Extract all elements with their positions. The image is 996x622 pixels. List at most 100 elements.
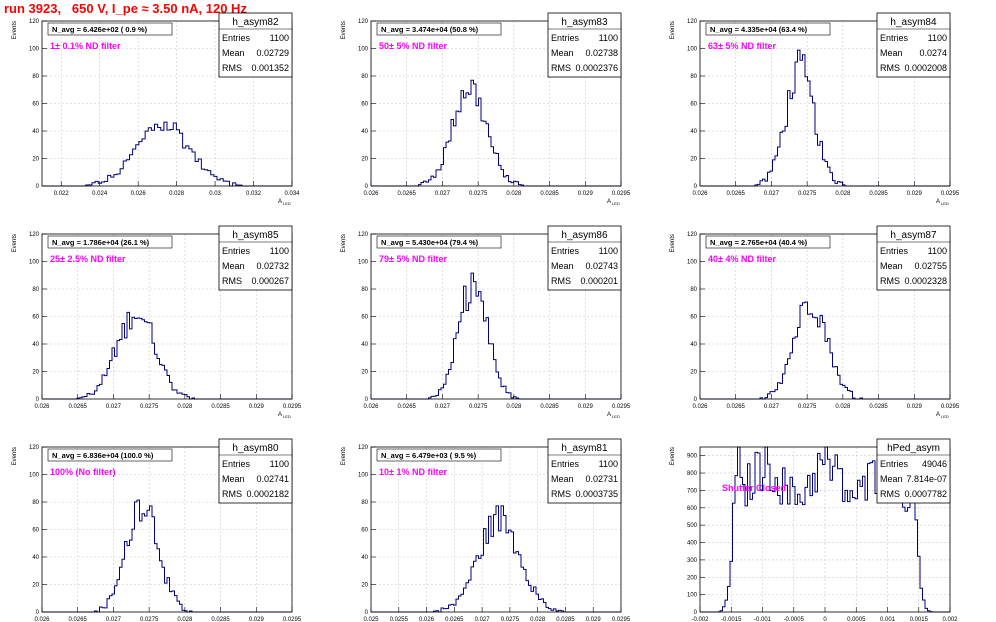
x-tick-label: 0.022 (54, 191, 70, 197)
y-tick-label: 100 (29, 473, 40, 479)
x-tick-label: 0.0265 (69, 404, 88, 410)
y-tick-label: 60 (361, 528, 368, 534)
y-tick-label: 60 (32, 528, 39, 534)
stats-key-mean: Mean (880, 48, 903, 58)
x-tick-label: 0.029 (586, 617, 602, 622)
hist-name: h_asym81 (561, 443, 608, 454)
stats-value-entries: 1100 (599, 246, 618, 256)
y-tick-label: 120 (687, 19, 698, 25)
x-tick-label: 0.026 (363, 191, 379, 197)
y-tick-label: 800 (687, 471, 698, 477)
x-axis-label-sub: LED (612, 414, 620, 419)
navg-label: N_avg = 6.836e+04 (100.0 %) (52, 451, 154, 460)
y-tick-label: 0 (365, 610, 369, 616)
x-tick-label: 0.027 (764, 404, 780, 410)
x-axis-label-sub: LED (941, 414, 949, 419)
x-tick-label: -0.002 (691, 617, 709, 622)
hist-name: h_asym83 (561, 17, 608, 28)
x-tick-label: 0.027 (764, 191, 780, 197)
x-tick-label: 0.028 (177, 404, 193, 410)
y-tick-label: 40 (32, 342, 39, 348)
histogram-line (371, 272, 621, 400)
stats-key-entries: Entries (222, 246, 251, 256)
y-tick-label: 40 (361, 129, 368, 135)
y-tick-label: 120 (358, 232, 369, 238)
stats-key-mean: Mean (880, 474, 903, 484)
navg-box (705, 235, 831, 249)
stats-value-rms: 0.0003735 (575, 489, 618, 499)
y-tick-label: 40 (32, 129, 39, 135)
x-tick-label: 0.0275 (501, 617, 520, 622)
filter-label: 79± 5% ND filter (379, 254, 447, 264)
stats-key-entries: Entries (551, 33, 580, 43)
y-tick-label: 0 (36, 610, 40, 616)
x-tick-label: 0.029 (907, 191, 923, 197)
x-tick-label: 0.0015 (910, 617, 929, 622)
stats-box (876, 438, 951, 504)
x-tick-label: 0.034 (284, 191, 300, 197)
y-tick-label: 0 (694, 610, 698, 616)
stats-key-entries: Entries (880, 246, 909, 256)
x-tick-label: 0.0295 (941, 404, 960, 410)
x-tick-label: 0.024 (92, 191, 108, 197)
y-axis-label: Events (341, 234, 347, 252)
x-tick-label: 0.028 (835, 191, 851, 197)
y-tick-label: 20 (690, 157, 697, 163)
y-tick-label: 200 (687, 575, 698, 581)
x-axis-label-sub: LED (283, 201, 291, 206)
x-tick-label: 0.0275 (140, 404, 159, 410)
stats-key-entries: Entries (880, 459, 909, 469)
stats-value-mean: 0.02738 (585, 48, 618, 58)
navg-box (47, 22, 173, 36)
y-tick-label: 120 (358, 445, 369, 451)
x-tick-label: 0.0285 (869, 404, 888, 410)
x-tick-label: 0.0265 (398, 191, 417, 197)
filter-label: 100% (No filter) (50, 467, 116, 477)
y-tick-label: 20 (32, 370, 39, 376)
stats-value-entries: 1100 (599, 33, 618, 43)
x-tick-label: 0.028 (506, 404, 522, 410)
filter-label: 25± 2.5% ND filter (50, 254, 126, 264)
stats-box (876, 225, 951, 291)
hist-name: h_asym80 (232, 443, 279, 454)
stats-value-entries: 1100 (270, 246, 289, 256)
y-axis-label: Events (670, 21, 676, 39)
x-tick-label: 0 (823, 617, 827, 622)
stats-value-rms: 0.0007782 (904, 489, 947, 499)
y-tick-label: 60 (690, 102, 697, 108)
x-tick-label: 0.0275 (798, 191, 817, 197)
stats-value-entries: 1100 (270, 459, 289, 469)
y-tick-label: 120 (29, 445, 40, 451)
x-tick-label: 0.029 (249, 404, 265, 410)
x-tick-label: 0.0265 (445, 617, 464, 622)
y-tick-label: 80 (690, 74, 697, 80)
stats-value-mean: 0.02755 (914, 261, 947, 271)
y-tick-label: 40 (361, 555, 368, 561)
navg-box (47, 448, 173, 462)
stats-key-entries: Entries (880, 33, 909, 43)
x-tick-label: 0.0275 (469, 191, 488, 197)
navg-label: N_avg = 4.335e+04 (63.4 %) (710, 25, 808, 34)
y-tick-label: 0 (365, 397, 369, 403)
x-axis-label: A (607, 199, 611, 205)
stats-box (547, 438, 622, 504)
stats-key-mean: Mean (551, 48, 574, 58)
y-tick-label: 80 (361, 287, 368, 293)
stats-key-rms: RMS (222, 63, 242, 73)
x-tick-label: 0.026 (34, 617, 50, 622)
x-tick-label: 0.0005 (847, 617, 866, 622)
stats-key-rms: RMS (880, 489, 900, 499)
stats-value-entries: 1100 (270, 33, 289, 43)
x-axis-label: A (607, 412, 611, 418)
x-axis-label-sub: LED (941, 201, 949, 206)
x-tick-label: 0.026 (692, 404, 708, 410)
histogram-line (42, 499, 292, 613)
filter-label: 1± 0.1% ND filter (50, 41, 121, 51)
x-tick-label: 0.0265 (69, 617, 88, 622)
histogram-line (371, 505, 621, 613)
stats-value-mean: 0.02729 (256, 48, 289, 58)
x-tick-label: 0.025 (363, 617, 379, 622)
y-tick-label: 100 (358, 47, 369, 53)
stats-value-entries: 1100 (599, 459, 618, 469)
